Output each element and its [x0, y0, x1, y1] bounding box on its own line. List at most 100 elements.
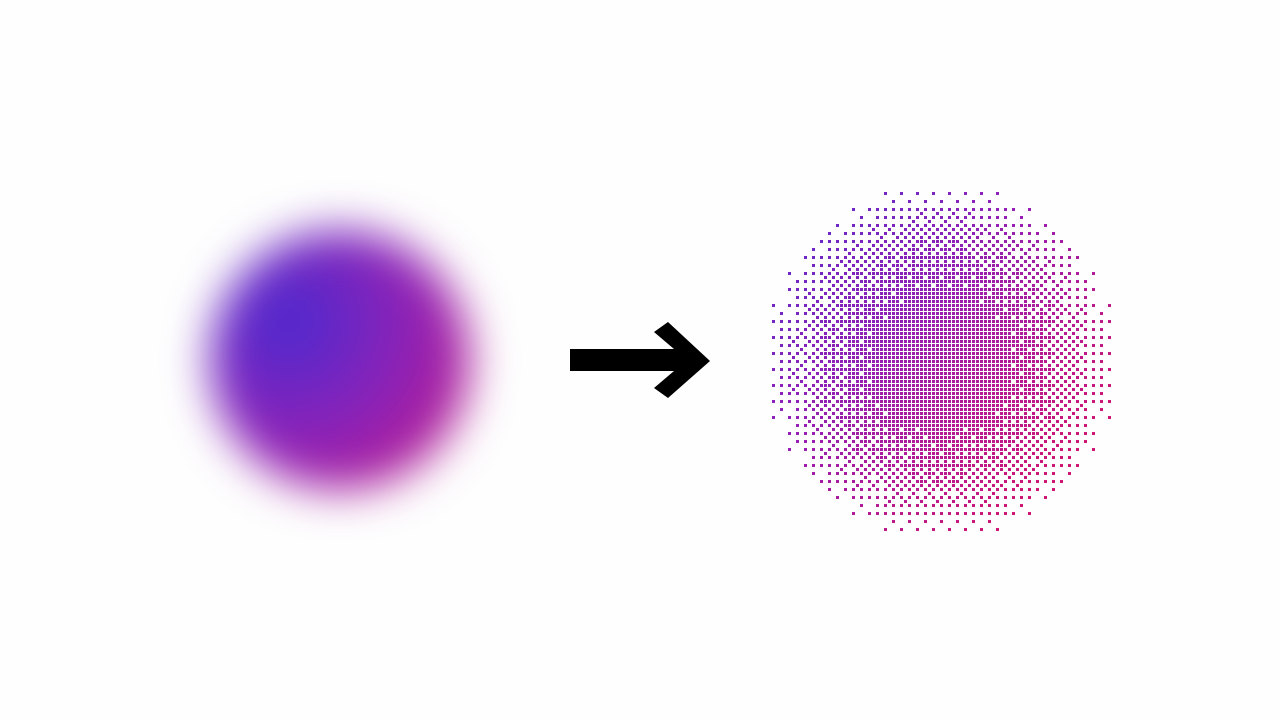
dither-dot [956, 328, 959, 331]
dither-dot [936, 500, 939, 503]
dither-dot [856, 268, 859, 271]
dither-dot [812, 400, 815, 403]
dither-dot [936, 228, 939, 231]
dither-dot [932, 256, 935, 259]
dither-dot [864, 312, 867, 315]
dither-dot [928, 268, 931, 271]
dither-dot [944, 304, 947, 307]
dither-dot [948, 216, 951, 219]
dither-dot [896, 244, 899, 247]
dither-dot [944, 436, 947, 439]
dither-dot [888, 332, 891, 335]
dither-dot [968, 436, 971, 439]
dither-dot [884, 288, 887, 291]
dither-dot [880, 404, 883, 407]
dither-dot [840, 308, 843, 311]
dither-dot [908, 224, 911, 227]
dither-dot [940, 520, 943, 523]
dither-dot [992, 428, 995, 431]
dither-dot [880, 452, 883, 455]
dither-dot [912, 448, 915, 451]
dither-dot [1024, 468, 1027, 471]
dither-dot [976, 288, 979, 291]
dither-dot [820, 432, 823, 435]
dither-dot [1092, 392, 1095, 395]
dither-dot [916, 308, 919, 311]
dither-dot [1008, 408, 1011, 411]
dither-dot [1068, 472, 1071, 475]
dither-dot [912, 400, 915, 403]
dither-dot [816, 332, 819, 335]
dither-dot [940, 224, 943, 227]
dither-dot [980, 320, 983, 323]
dither-dot [948, 324, 951, 327]
dither-dot [1076, 408, 1079, 411]
dither-dot [980, 380, 983, 383]
dither-dot [1072, 340, 1075, 343]
dither-dot [1032, 392, 1035, 395]
dither-dot [904, 284, 907, 287]
dither-dot [772, 352, 775, 355]
dither-dot [984, 316, 987, 319]
dither-dot [888, 448, 891, 451]
dither-dot [820, 416, 823, 419]
dither-dot [1044, 408, 1047, 411]
dither-dot [1040, 384, 1043, 387]
dither-dot [928, 348, 931, 351]
dither-dot [980, 316, 983, 319]
dither-dot [788, 400, 791, 403]
dither-dot [884, 256, 887, 259]
dither-dot [1036, 240, 1039, 243]
dither-dot [1028, 372, 1031, 375]
dither-dot [820, 280, 823, 283]
dither-dot [836, 456, 839, 459]
dither-dot [1032, 372, 1035, 375]
dither-dot [856, 292, 859, 295]
dither-dot [988, 404, 991, 407]
dither-dot [1004, 448, 1007, 451]
dither-dot [848, 352, 851, 355]
dither-dot [916, 288, 919, 291]
dither-dot [976, 400, 979, 403]
dither-dot [840, 412, 843, 415]
dither-dot [948, 348, 951, 351]
dither-dot [852, 456, 855, 459]
dither-dot [908, 448, 911, 451]
dither-dot [1060, 456, 1063, 459]
dither-dot [812, 248, 815, 251]
dither-dot [976, 280, 979, 283]
dither-dot [1040, 328, 1043, 331]
dither-dot [804, 336, 807, 339]
dither-dot [1000, 340, 1003, 343]
dither-dot [984, 484, 987, 487]
dither-dot [908, 292, 911, 295]
dither-dot [928, 404, 931, 407]
dither-dot [980, 360, 983, 363]
dither-dot [872, 436, 875, 439]
dither-dot [924, 288, 927, 291]
dither-dot [984, 300, 987, 303]
dither-dot [796, 304, 799, 307]
dither-dot [912, 428, 915, 431]
dither-dot [812, 432, 815, 435]
dither-dot [972, 320, 975, 323]
dither-dot [832, 364, 835, 367]
dither-dot [1012, 296, 1015, 299]
dither-dot [948, 292, 951, 295]
dither-dot [896, 372, 899, 375]
dither-dot [1004, 272, 1007, 275]
dither-dot [1052, 352, 1055, 355]
dither-dot [900, 448, 903, 451]
dither-dot [936, 360, 939, 363]
dither-dot [876, 280, 879, 283]
dither-dot [1032, 320, 1035, 323]
dither-dot [1076, 304, 1079, 307]
dither-dot [872, 284, 875, 287]
dither-dot [1004, 232, 1007, 235]
dither-dot [940, 488, 943, 491]
dither-dot [872, 296, 875, 299]
dither-dot [1100, 368, 1103, 371]
dither-dot [968, 412, 971, 415]
dither-dot [1016, 444, 1019, 447]
dither-dot [856, 244, 859, 247]
